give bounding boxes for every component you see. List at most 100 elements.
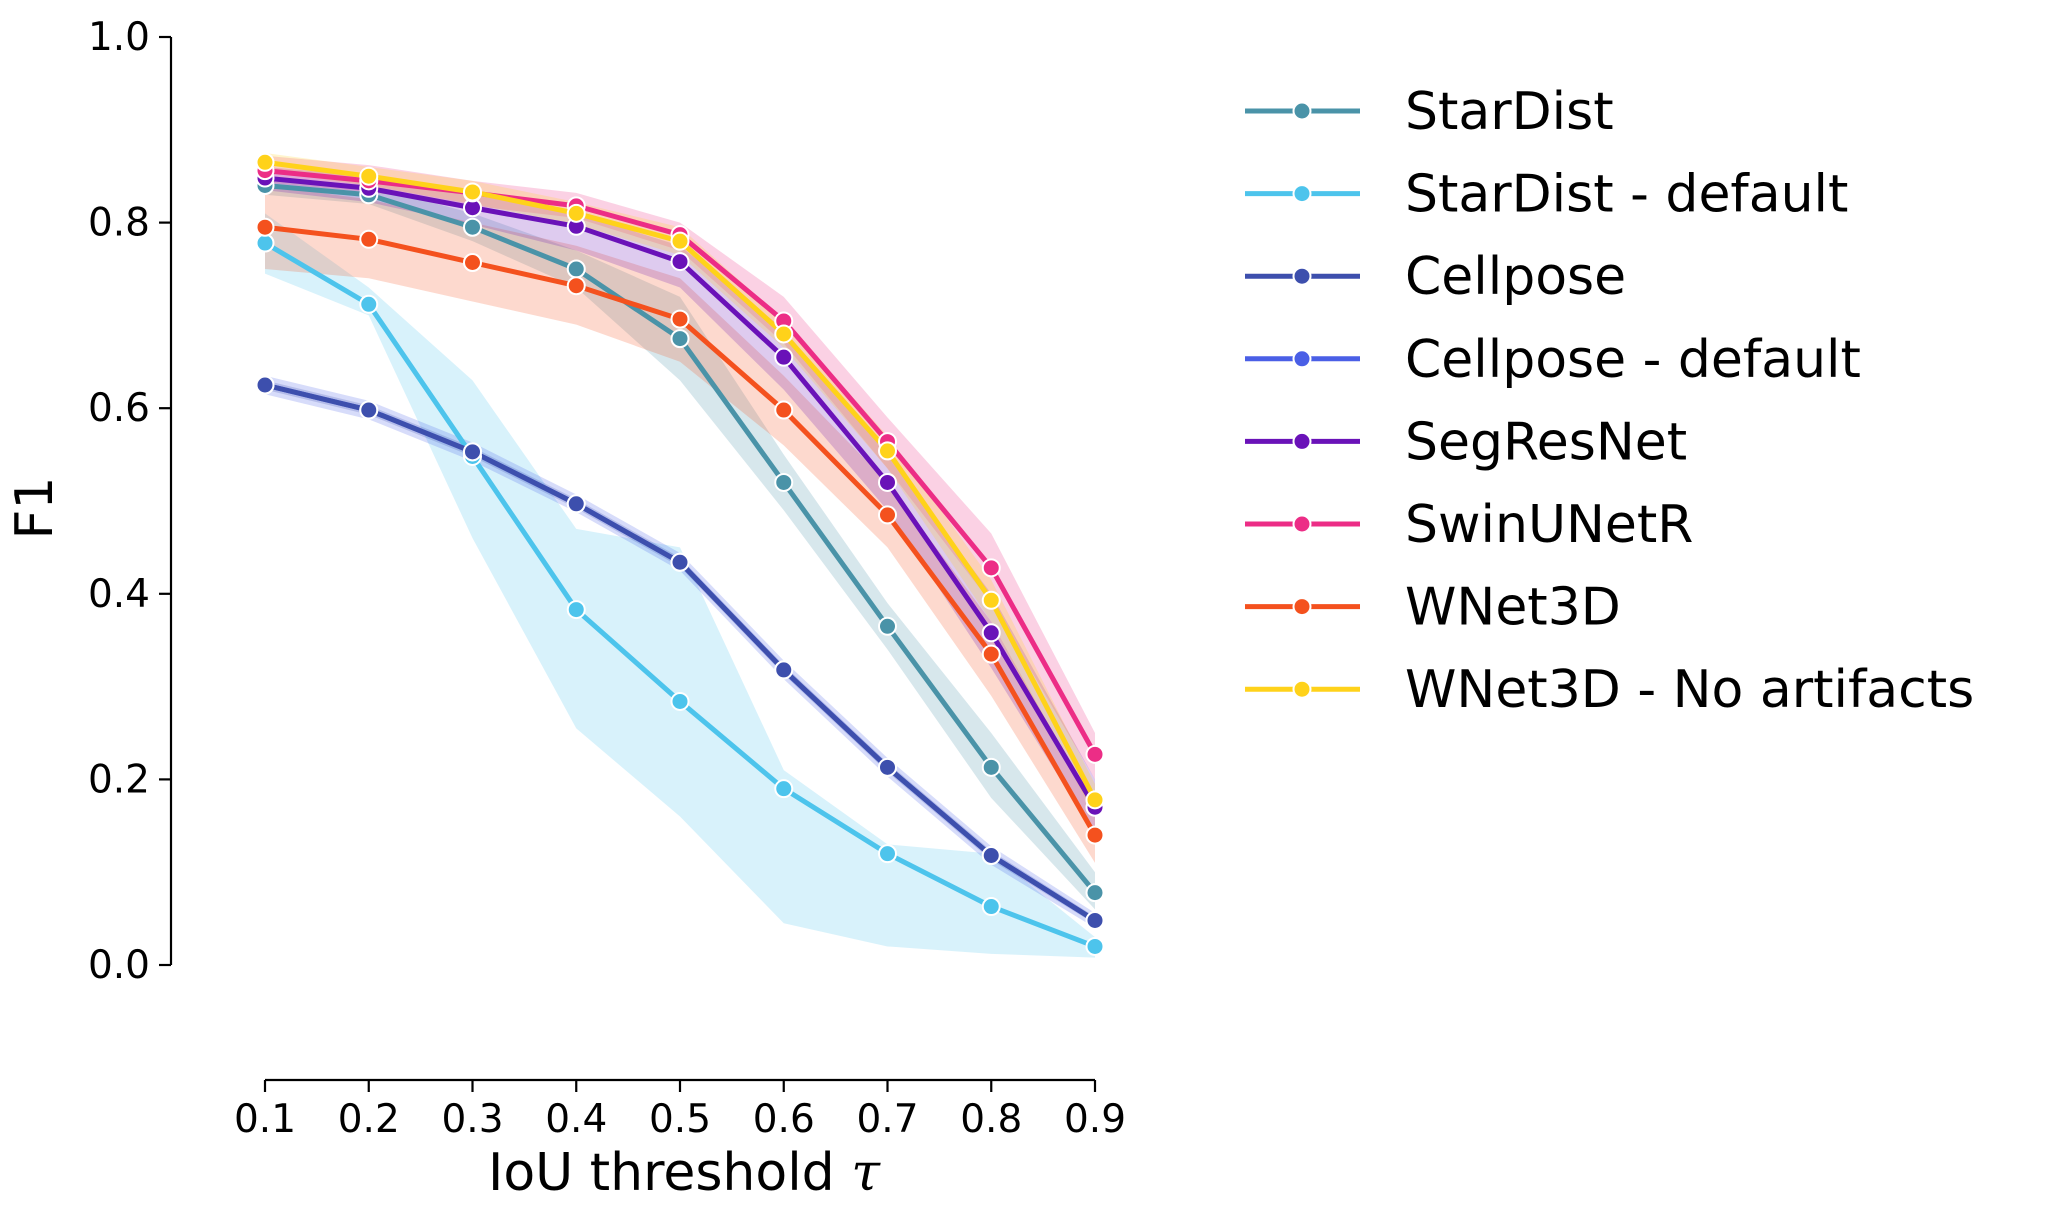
- y-tick-label: 0.4: [88, 572, 150, 617]
- point-wnet3d-0.3: [463, 253, 482, 273]
- point-segresnet-0.6: [774, 347, 794, 367]
- point-stardist-default-0.1: [255, 233, 275, 253]
- point-cellpose-0.1: [255, 375, 275, 395]
- point-wnet3d-0.8: [981, 644, 1001, 664]
- legend-label: StarDist - default: [1405, 165, 1848, 225]
- legend-swatch-marker: [1292, 514, 1312, 534]
- legend-swatch-marker: [1292, 597, 1312, 617]
- point-stardist-default-0.4: [566, 600, 586, 620]
- point-stardist-default-0.9: [1085, 936, 1105, 956]
- legend-item-cellpose: Cellpose: [1245, 247, 1626, 307]
- point-stardist-0.7: [878, 616, 897, 636]
- point-swinunetr-0.8: [981, 558, 1001, 578]
- point-stardist-0.3: [463, 217, 482, 237]
- legend-swatch-marker: [1292, 101, 1312, 121]
- point-cellpose-0.2: [359, 400, 379, 420]
- x-axis-title-symbol: τ: [851, 1143, 881, 1203]
- legend-swatch-marker: [1292, 184, 1312, 204]
- point-stardist-0.5: [670, 329, 690, 349]
- point-wnet3d-0.4: [566, 276, 586, 296]
- point-wnet3d-0.9: [1085, 825, 1105, 845]
- y-ticks: 0.0 0.2 0.4 0.6 0.8 1.0: [88, 15, 171, 988]
- point-cellpose-0.4: [566, 494, 586, 514]
- x-tick-label: 0.1: [234, 1097, 296, 1142]
- legend-swatch-marker: [1292, 349, 1312, 369]
- point-cellpose-0.9: [1085, 910, 1105, 930]
- y-axis: 0.0 0.2 0.4 0.6 0.8 1.0: [88, 15, 173, 988]
- point-stardist-default-0.8: [981, 897, 1001, 917]
- point-cellpose-0.5: [670, 552, 690, 572]
- legend-label: SegResNet: [1405, 412, 1687, 472]
- legend: StarDist StarDist - default Cellpose Cellpo…: [1245, 82, 1974, 720]
- y-axis-title: F1: [5, 477, 65, 540]
- legend-label: SwinUNetR: [1405, 495, 1693, 555]
- point-stardist-default-0.5: [670, 691, 690, 711]
- series-markers: [255, 152, 1105, 956]
- point-stardist-default-0.6: [774, 779, 794, 799]
- point-wnet3d-no-artifacts-0.8: [981, 590, 1001, 610]
- x-axis-title-text: IoU threshold: [488, 1143, 835, 1203]
- legend-swatch-marker: [1292, 431, 1312, 451]
- x-tick-label: 0.5: [649, 1097, 711, 1142]
- x-axis-title: IoU threshold τ: [488, 1143, 881, 1203]
- point-segresnet-0.8: [981, 623, 1001, 643]
- point-wnet3d-0.5: [670, 309, 690, 329]
- point-wnet3d-no-artifacts-0.6: [774, 324, 794, 344]
- y-tick-label: 0.2: [88, 757, 150, 802]
- point-wnet3d-no-artifacts-0.1: [255, 152, 275, 172]
- legend-item-wnet3d-no-artifacts: WNet3D - No artifacts: [1245, 660, 1974, 720]
- point-wnet3d-no-artifacts-0.5: [670, 231, 690, 251]
- point-stardist-default-0.2: [359, 294, 379, 314]
- legend-item-cellpose-default: Cellpose - default: [1245, 330, 1861, 390]
- point-wnet3d-0.2: [359, 229, 379, 249]
- point-stardist-default-0.7: [878, 844, 897, 864]
- y-tick-label: 0.8: [88, 201, 150, 246]
- x-tick-label: 0.4: [545, 1097, 607, 1142]
- point-swinunetr-0.9: [1085, 744, 1105, 764]
- legend-label: WNet3D: [1405, 578, 1621, 638]
- point-wnet3d-0.6: [774, 400, 794, 420]
- point-segresnet-0.5: [670, 252, 690, 272]
- legend-item-swinunetr: SwinUNetR: [1245, 495, 1693, 555]
- point-stardist-0.6: [774, 472, 794, 492]
- x-tick-label: 0.8: [960, 1097, 1022, 1142]
- x-tick-label: 0.3: [441, 1097, 503, 1142]
- legend-swatch-marker: [1292, 266, 1312, 286]
- point-cellpose-0.3: [463, 442, 482, 462]
- point-stardist-0.9: [1085, 883, 1105, 903]
- legend-label: Cellpose - default: [1405, 330, 1861, 390]
- x-tick-label: 0.2: [338, 1097, 400, 1142]
- point-stardist-0.4: [566, 259, 586, 279]
- point-wnet3d-no-artifacts-0.2: [359, 166, 379, 186]
- point-cellpose-0.7: [878, 757, 897, 777]
- y-tick-label: 0.0: [88, 943, 150, 988]
- point-segresnet-0.7: [878, 472, 897, 492]
- point-stardist-0.8: [981, 757, 1001, 777]
- x-tick-label: 0.7: [856, 1097, 918, 1142]
- legend-item-wnet3d: WNet3D: [1245, 578, 1621, 638]
- x-ticks: 0.1 0.2 0.3 0.4 0.5 0.6 0.7 0.8 0.9: [234, 1080, 1126, 1142]
- legend-label: WNet3D - No artifacts: [1405, 660, 1974, 720]
- legend-label: Cellpose: [1405, 247, 1626, 307]
- point-wnet3d-no-artifacts-0.4: [566, 203, 586, 223]
- legend-item-stardist: StarDist: [1245, 82, 1614, 142]
- legend-item-stardist-default: StarDist - default: [1245, 165, 1848, 225]
- point-wnet3d-no-artifacts-0.9: [1085, 790, 1105, 810]
- point-wnet3d-no-artifacts-0.3: [463, 182, 482, 202]
- point-wnet3d-0.7: [878, 505, 897, 525]
- legend-swatch-marker: [1292, 679, 1312, 699]
- band-cellpose-default: [265, 375, 1095, 928]
- point-cellpose-0.6: [774, 660, 794, 680]
- legend-label: StarDist: [1405, 82, 1614, 142]
- point-wnet3d-no-artifacts-0.7: [878, 441, 897, 461]
- x-axis: 0.1 0.2 0.3 0.4 0.5 0.6 0.7 0.8 0.9: [234, 1078, 1126, 1142]
- band-stardist-default: [265, 213, 1095, 958]
- x-tick-label: 0.9: [1064, 1097, 1126, 1142]
- band-swinunetr: [265, 155, 1095, 780]
- y-tick-label: 1.0: [88, 15, 150, 60]
- y-tick-label: 0.6: [88, 386, 150, 431]
- x-tick-label: 0.6: [753, 1097, 815, 1142]
- point-wnet3d-0.1: [255, 217, 275, 237]
- point-cellpose-0.8: [981, 845, 1001, 865]
